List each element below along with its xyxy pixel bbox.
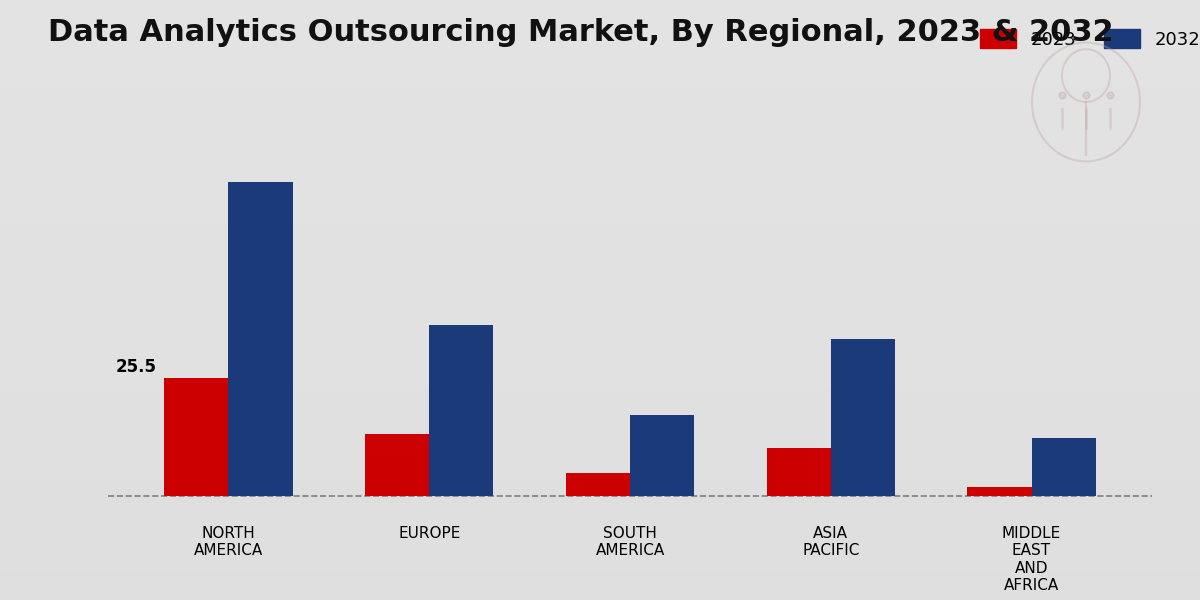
Bar [1032,439,1096,496]
Text: Data Analytics Outsourcing Market, By Regional, 2023 & 2032: Data Analytics Outsourcing Market, By Re… [48,18,1114,47]
Bar [630,415,695,496]
Legend: 2023, 2032: 2023, 2032 [973,22,1200,56]
Bar [228,182,293,496]
Bar [365,434,430,496]
Bar [767,448,830,496]
Bar [830,339,895,496]
Bar [430,325,493,496]
Bar [967,487,1032,496]
Bar [565,473,630,496]
Text: 25.5: 25.5 [115,358,157,376]
Bar [164,379,228,496]
